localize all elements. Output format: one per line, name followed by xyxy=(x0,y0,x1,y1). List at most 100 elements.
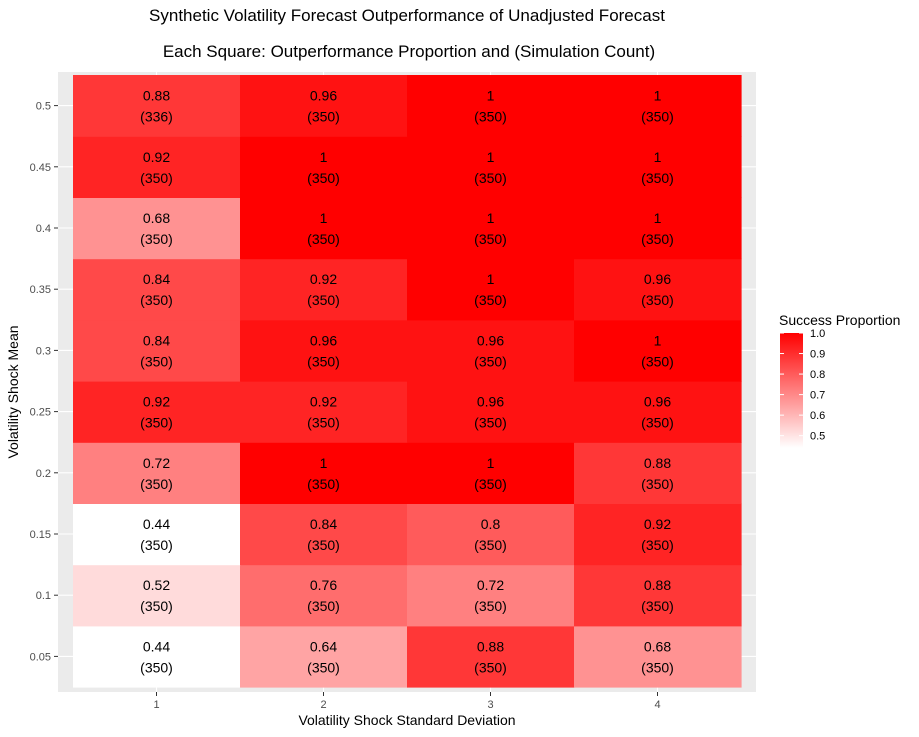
heatmap-cell xyxy=(73,564,241,627)
cell-value-label: 0.72 xyxy=(477,577,504,593)
cell-value-label: 0.84 xyxy=(310,516,337,532)
cell-count-label: (350) xyxy=(140,598,173,614)
cell-count-label: (350) xyxy=(474,537,507,553)
cell-value-label: 0.88 xyxy=(644,577,671,593)
y-tick-label: 0.4 xyxy=(36,223,51,235)
x-axis-label: Volatility Shock Standard Deviation xyxy=(298,712,515,728)
cell-count-label: (350) xyxy=(641,170,674,186)
heatmap-cell xyxy=(407,442,575,504)
cell-count-label: (350) xyxy=(641,292,674,308)
cell-count-label: (350) xyxy=(307,659,340,675)
legend-colorbar xyxy=(780,333,803,448)
cell-value-label: 1 xyxy=(654,332,662,348)
legend-ticks: 1.0 0.9 0.8 0.7 0.6 0.5 xyxy=(780,328,825,443)
y-axis-ticks: 0.05 0.1 0.15 0.2 0.25 0.3 0.35 0.4 0.45 0.5 xyxy=(30,101,58,663)
heatmap-cell xyxy=(240,564,408,627)
cell-value-label: 0.92 xyxy=(143,149,170,165)
heatmap-cell xyxy=(574,503,742,566)
cell-value-label: 0.96 xyxy=(644,394,671,410)
heatmap-cell xyxy=(407,258,575,321)
legend: Success Proportion 1.0 0.9 0.8 0.7 0.6 0.5 xyxy=(779,312,900,448)
cell-value-label: 1 xyxy=(487,149,495,165)
legend-tick-label: 0.6 xyxy=(810,410,825,422)
heatmap-cell xyxy=(240,136,408,198)
y-tick-label: 0.1 xyxy=(36,590,51,602)
heatmap-cell xyxy=(574,564,742,627)
heatmap-cell xyxy=(574,136,742,198)
y-tick-label: 0.3 xyxy=(36,345,51,357)
cell-value-label: 1 xyxy=(487,210,495,226)
cell-value-label: 1 xyxy=(487,271,495,287)
cell-value-label: 0.44 xyxy=(143,516,170,532)
cell-count-label: (350) xyxy=(641,537,674,553)
x-tick-label: 4 xyxy=(654,699,660,711)
heatmap-cell xyxy=(73,197,241,260)
y-axis-label: Volatility Shock Mean xyxy=(5,325,21,458)
legend-tick-label: 0.9 xyxy=(810,349,825,361)
cell-count-label: (350) xyxy=(474,353,507,369)
heatmap-cell xyxy=(73,625,241,688)
y-tick-label: 0.35 xyxy=(30,284,51,296)
heatmap-cell xyxy=(407,75,575,137)
legend-tick-label: 0.5 xyxy=(810,431,825,443)
heatmap-cell xyxy=(407,197,575,260)
legend-tick-label: 0.7 xyxy=(810,390,825,402)
cell-value-label: 1 xyxy=(320,210,328,226)
heatmap-cell xyxy=(574,197,742,260)
heatmap-cell xyxy=(407,136,575,198)
heatmap-cell xyxy=(240,75,408,137)
x-tick-label: 1 xyxy=(153,699,159,711)
cell-count-label: (350) xyxy=(307,292,340,308)
heatmap-cell xyxy=(240,442,408,504)
cell-count-label: (350) xyxy=(140,415,173,431)
cell-value-label: 0.72 xyxy=(143,455,170,471)
y-tick-label: 0.15 xyxy=(30,529,51,541)
y-tick-label: 0.2 xyxy=(36,468,51,480)
cell-count-label: (336) xyxy=(140,109,173,125)
cell-value-label: 0.92 xyxy=(310,394,337,410)
heatmap-cell xyxy=(407,625,575,688)
cell-count-label: (350) xyxy=(140,537,173,553)
cell-value-label: 0.96 xyxy=(310,332,337,348)
cell-count-label: (350) xyxy=(307,231,340,247)
cell-count-label: (350) xyxy=(474,659,507,675)
cell-value-label: 1 xyxy=(487,455,495,471)
cell-value-label: 0.96 xyxy=(644,271,671,287)
cell-count-label: (350) xyxy=(140,292,173,308)
cell-value-label: 1 xyxy=(487,88,495,104)
x-tick-label: 3 xyxy=(487,699,493,711)
heatmap-cell xyxy=(407,503,575,566)
cell-value-label: 0.92 xyxy=(310,271,337,287)
cell-count-label: (350) xyxy=(474,170,507,186)
heatmap-cell xyxy=(73,319,241,382)
cell-labels: 0.44 (350) 0.64 (350) 0.88 (350) 0.68 (350) 0.52… xyxy=(140,88,674,676)
cell-value-label: 0.68 xyxy=(143,210,170,226)
heatmap-cell xyxy=(574,75,742,137)
cell-count-label: (350) xyxy=(641,109,674,125)
cell-value-label: 0.68 xyxy=(644,638,671,654)
heatmap-cell xyxy=(407,564,575,627)
cell-count-label: (350) xyxy=(140,231,173,247)
cell-value-label: 0.96 xyxy=(477,394,504,410)
cell-count-label: (350) xyxy=(140,476,173,492)
cell-count-label: (350) xyxy=(307,476,340,492)
cell-count-label: (350) xyxy=(140,353,173,369)
cell-value-label: 1 xyxy=(654,149,662,165)
cell-count-label: (350) xyxy=(140,659,173,675)
cell-count-label: (350) xyxy=(641,415,674,431)
cell-value-label: 1 xyxy=(320,455,328,471)
heatmap-cell xyxy=(240,625,408,688)
heatmap-cell xyxy=(73,503,241,566)
cell-count-label: (350) xyxy=(474,231,507,247)
cell-value-label: 0.52 xyxy=(143,577,170,593)
cell-count-label: (350) xyxy=(641,231,674,247)
cell-value-label: 0.44 xyxy=(143,638,170,654)
cell-value-label: 0.84 xyxy=(143,271,170,287)
cell-count-label: (350) xyxy=(307,109,340,125)
cell-count-label: (350) xyxy=(307,415,340,431)
cell-value-label: 0.88 xyxy=(644,455,671,471)
cell-value-label: 0.96 xyxy=(310,88,337,104)
heatmap-cell xyxy=(73,75,241,137)
cell-value-label: 1 xyxy=(654,88,662,104)
heatmap-cell xyxy=(574,381,742,443)
